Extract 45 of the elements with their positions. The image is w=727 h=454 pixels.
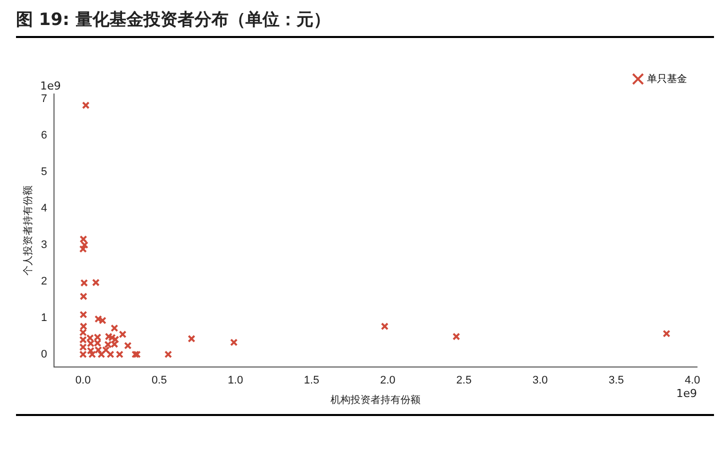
point <box>662 330 670 338</box>
y-tick-label: 3 <box>40 239 48 252</box>
point <box>124 342 132 350</box>
x-tick-label: 2.0 <box>380 374 396 386</box>
y-tick-label: 4 <box>40 202 48 215</box>
y-tick-label: 5 <box>40 166 48 178</box>
y-tick-label: 2 <box>40 275 48 288</box>
point <box>452 332 460 340</box>
point <box>80 279 88 287</box>
legend-label: 单只基金 <box>647 72 687 85</box>
point <box>188 334 196 343</box>
text: 1e9 <box>676 387 697 400</box>
y-tick-label: 6 <box>40 130 48 142</box>
point <box>230 338 238 346</box>
x-tick-label: 2.5 <box>456 374 472 386</box>
chart-title: 图 19: 量化基金投资者分布（单位：元） <box>16 8 714 38</box>
y-axis-title: 个人投资者持有份额 <box>22 185 34 276</box>
point <box>164 350 172 358</box>
point <box>116 350 124 358</box>
point <box>110 324 118 332</box>
point <box>80 310 88 318</box>
point <box>131 350 140 358</box>
y-tick-label: 1 <box>40 312 48 324</box>
point <box>380 322 389 330</box>
point <box>82 101 90 110</box>
point <box>98 316 106 324</box>
point <box>80 292 88 300</box>
x-axis-title: 机构投资者持有份额 <box>330 394 421 406</box>
point <box>92 278 100 286</box>
x-tick-label: 0.5 <box>152 374 167 386</box>
text: 1e9 <box>40 79 61 92</box>
x-tick-label: 1.5 <box>304 374 320 386</box>
x-tick-label: 3.0 <box>532 374 548 386</box>
point <box>88 350 96 358</box>
x-tick-label: 3.5 <box>608 374 624 386</box>
point <box>133 350 141 358</box>
point <box>79 245 87 253</box>
x-tick-label: 1.0 <box>228 374 244 386</box>
x-tick-label: 4.0 <box>684 374 700 386</box>
point <box>106 350 114 358</box>
y-tick-label: 7 <box>40 93 48 106</box>
y-tick-label: 0 <box>40 348 48 360</box>
point <box>94 315 102 323</box>
point <box>118 330 126 338</box>
x-tick-label: 0.0 <box>75 374 91 386</box>
